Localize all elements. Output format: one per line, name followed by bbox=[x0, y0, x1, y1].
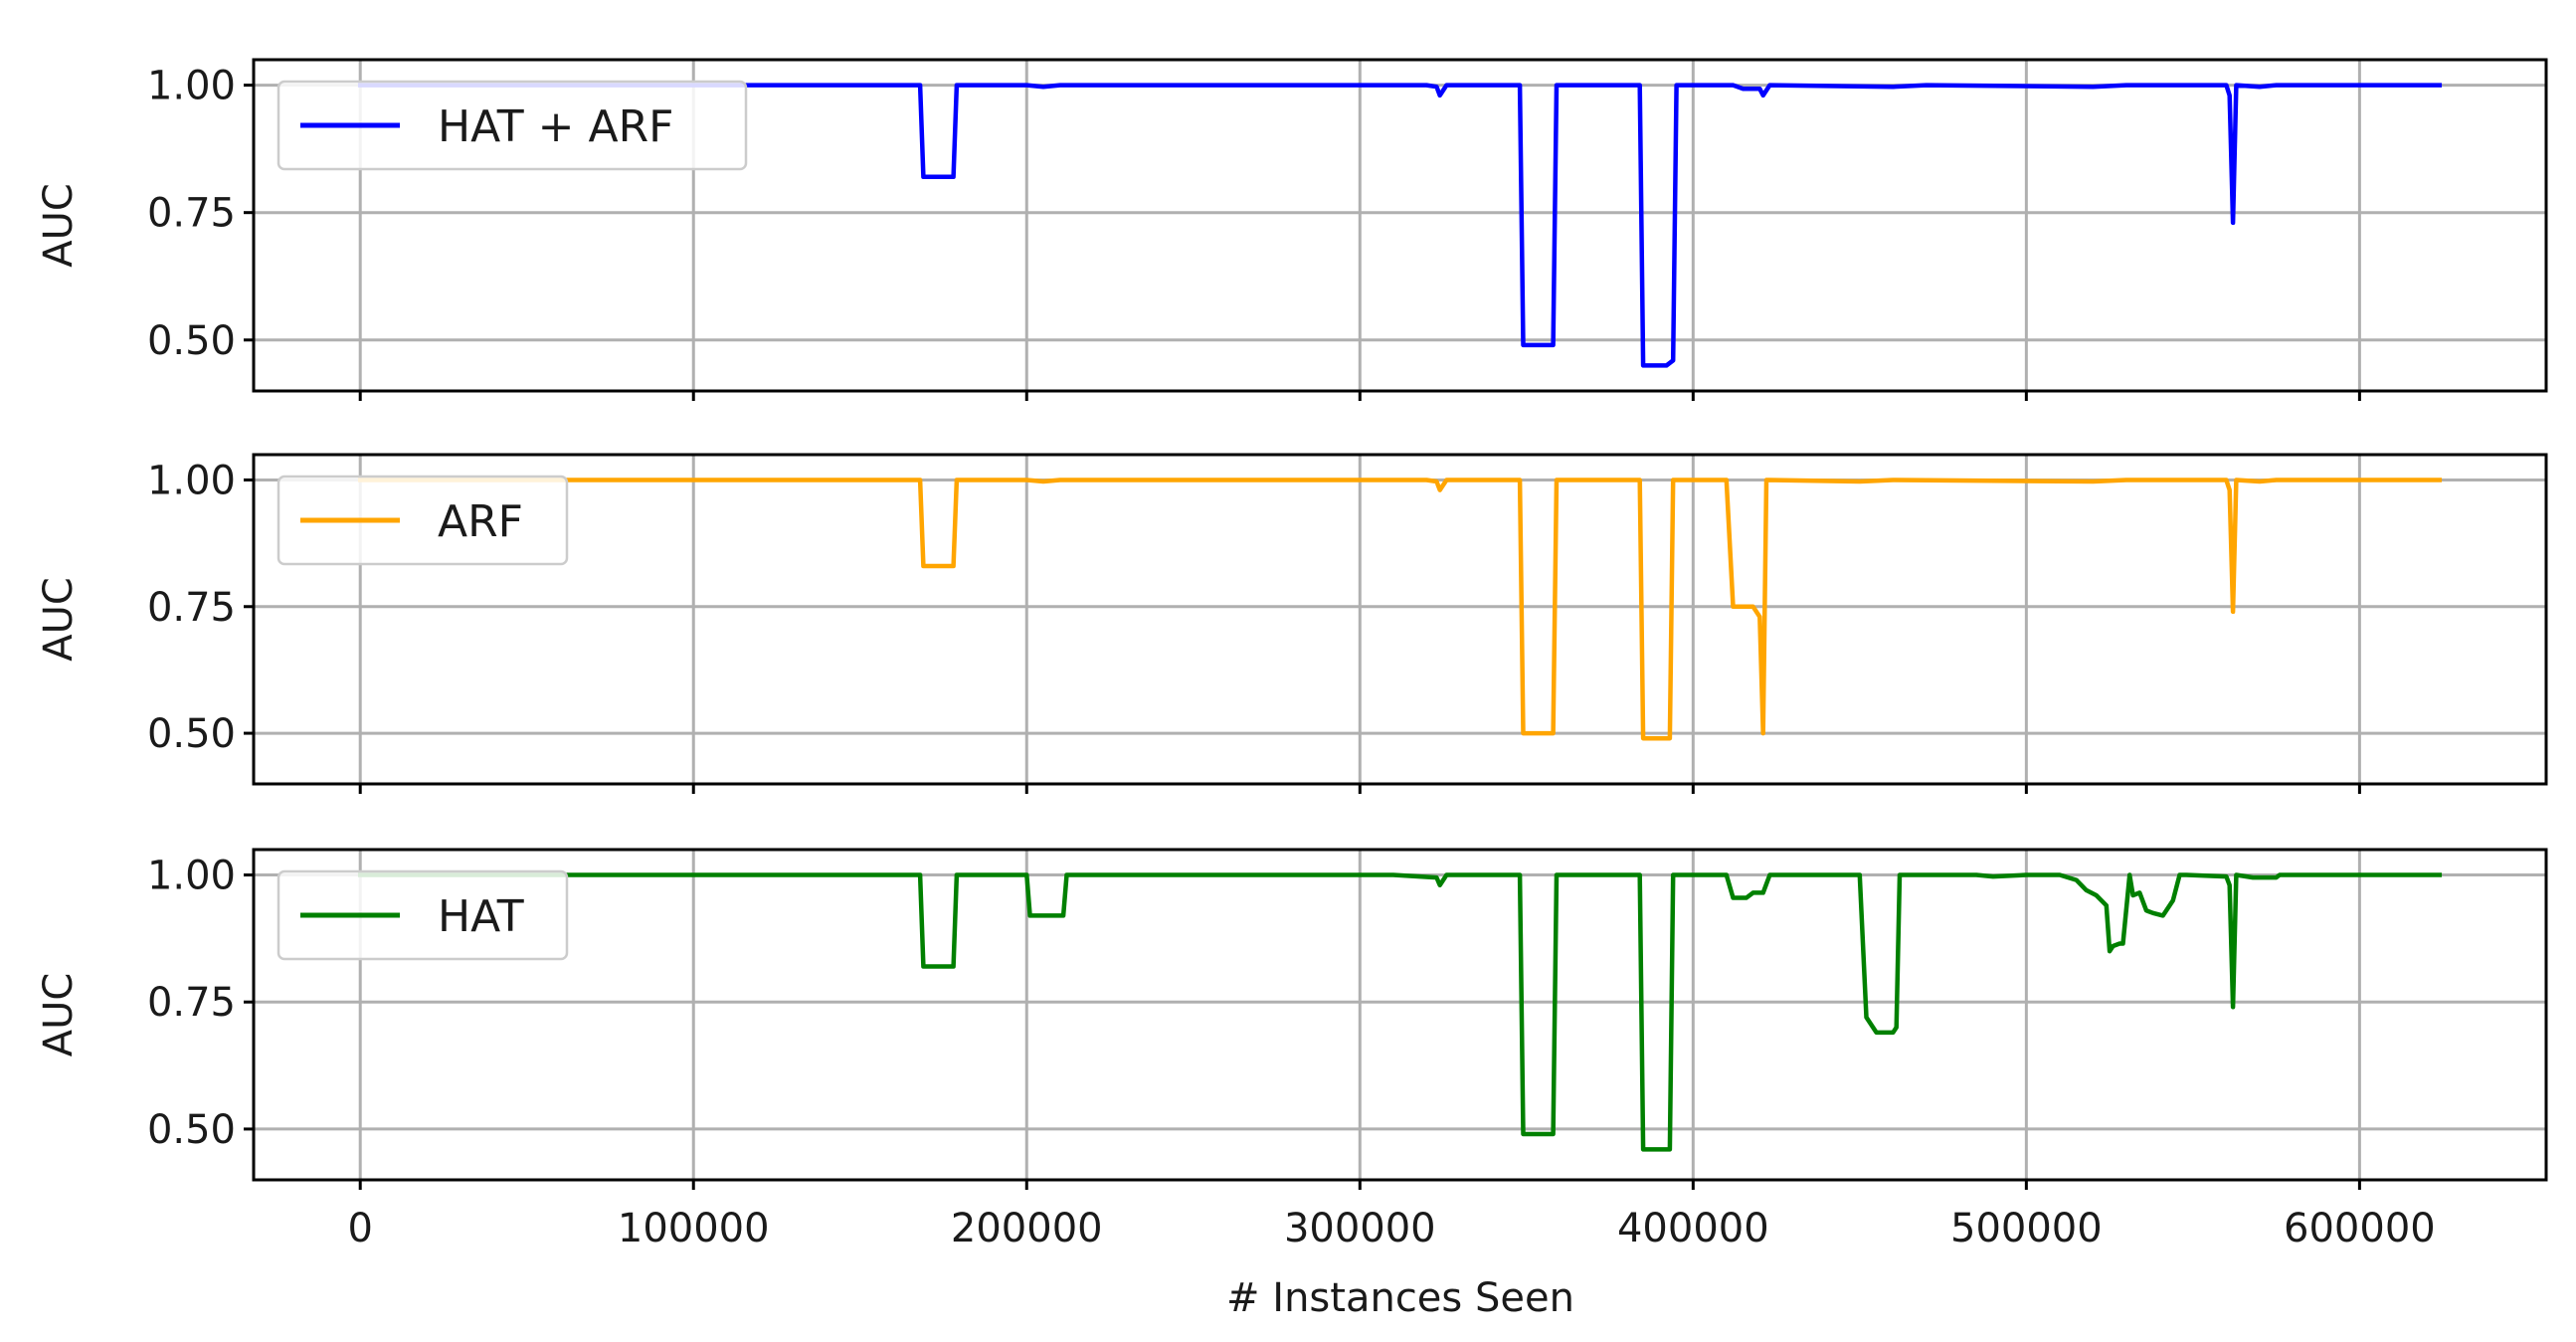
panel-frame bbox=[252, 848, 2548, 1182]
x-tick-label: 600000 bbox=[2284, 1206, 2436, 1251]
y-tick-label: 0.75 bbox=[147, 191, 236, 237]
legend-label: HAT + ARF bbox=[438, 101, 673, 152]
y-axis-label: AUC bbox=[36, 183, 82, 268]
legend-label: HAT bbox=[438, 891, 524, 942]
panel-frame bbox=[252, 453, 2548, 786]
x-axis-label: # Instances Seen bbox=[1226, 1275, 1574, 1321]
y-tick-label: 0.75 bbox=[147, 980, 236, 1026]
legend: ARF bbox=[276, 475, 569, 566]
y-axis-label: AUC bbox=[36, 973, 82, 1057]
series-line-arf bbox=[357, 478, 2443, 741]
y-tick-label: 0.50 bbox=[147, 318, 236, 364]
y-tick-label: 1.00 bbox=[147, 64, 236, 109]
series-line-hat bbox=[357, 872, 2443, 1152]
panel-frame bbox=[252, 58, 2548, 393]
panel-arf: 0.50 0.75 1.00 AUC ARF bbox=[36, 453, 2548, 794]
x-tick-label: 300000 bbox=[1284, 1206, 1436, 1251]
x-tick-label: 0 bbox=[347, 1206, 372, 1251]
x-tick-label: 400000 bbox=[1617, 1206, 1769, 1251]
panel-hat: 0.50 0.75 1.00 AUC HAT 0 100000 200000 300000 400… bbox=[36, 848, 2548, 1251]
legend: HAT + ARF bbox=[276, 80, 748, 171]
y-tick-label: 0.75 bbox=[147, 585, 236, 631]
y-tick-label: 0.50 bbox=[147, 1107, 236, 1153]
legend-frame bbox=[276, 869, 569, 961]
x-tick-label: 200000 bbox=[951, 1206, 1103, 1251]
x-tick-label: 100000 bbox=[618, 1206, 770, 1251]
legend-label: ARF bbox=[438, 496, 523, 547]
x-tick-label: 500000 bbox=[1950, 1206, 2103, 1251]
legend: HAT bbox=[276, 869, 569, 961]
panel-hat-arf: 0.50 0.75 1.00 AUC HAT + ARF bbox=[36, 58, 2548, 401]
legend-frame bbox=[276, 80, 748, 171]
y-tick-label: 1.00 bbox=[147, 458, 236, 503]
y-tick-label: 0.50 bbox=[147, 711, 236, 757]
y-tick-label: 1.00 bbox=[147, 854, 236, 899]
series-line-hat-arf bbox=[357, 83, 2443, 368]
y-axis-label: AUC bbox=[36, 577, 82, 662]
legend-frame bbox=[276, 475, 569, 566]
